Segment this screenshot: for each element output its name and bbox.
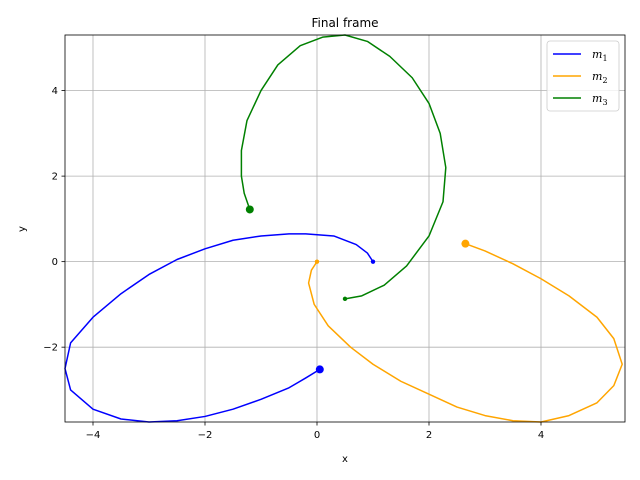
- y-tick-label: 0: [52, 257, 58, 268]
- series-layer: [64, 34, 623, 423]
- grid: [65, 35, 625, 422]
- start-marker-m2: [314, 259, 320, 264]
- end-marker-m1: [315, 365, 324, 374]
- series-line-m3: [240, 34, 447, 300]
- series-line-m2: [307, 242, 623, 423]
- legend-label-base: m: [592, 48, 602, 61]
- x-tick-label: 2: [426, 430, 432, 441]
- legend-label-m1: m1: [592, 48, 608, 63]
- end-marker-m2: [461, 239, 470, 248]
- y-tick-label: −2: [43, 343, 58, 354]
- legend-label-subscript: 3: [602, 98, 607, 107]
- x-tick-label: −4: [86, 430, 101, 441]
- y-tick-label: 4: [52, 86, 58, 97]
- x-tick-label: 4: [538, 430, 544, 441]
- start-marker-m1: [370, 259, 376, 264]
- chart-title: Final frame: [311, 16, 378, 30]
- legend-label-m2: m2: [592, 70, 608, 85]
- legend-label-m3: m3: [592, 92, 608, 107]
- x-tick-label: 0: [314, 430, 320, 441]
- ticks: −4 −2 0 2 4 −2 0 2 4: [43, 86, 544, 441]
- legend-box: [546, 40, 620, 112]
- x-axis-label: x: [342, 454, 348, 465]
- end-marker-m3: [245, 205, 254, 214]
- series-line-m1: [64, 233, 374, 423]
- y-axis-label: y: [17, 226, 28, 232]
- legend-label-base: m: [592, 70, 602, 83]
- start-marker-m3: [342, 296, 348, 302]
- x-tick-label: −2: [198, 430, 213, 441]
- legend-label-base: m: [592, 92, 602, 105]
- legend-label-subscript: 2: [602, 76, 607, 85]
- plot-frame: [64, 34, 626, 423]
- y-tick-label: 2: [52, 172, 58, 183]
- legend-label-subscript: 1: [602, 54, 607, 63]
